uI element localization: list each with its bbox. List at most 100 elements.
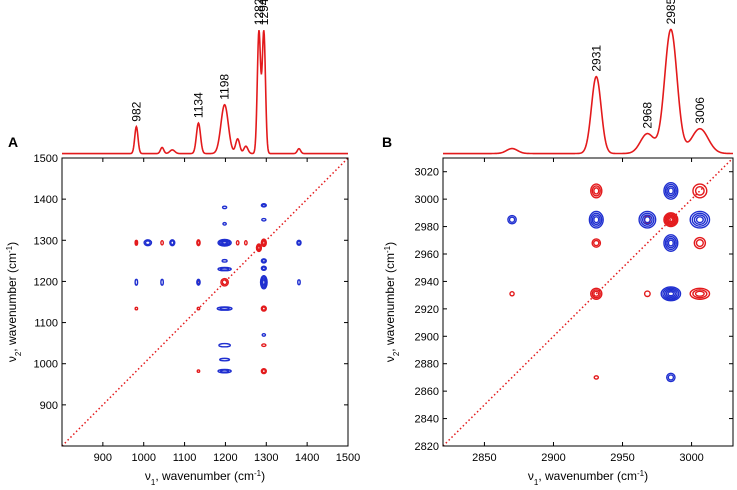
- contour-level: [667, 239, 674, 247]
- negative-cross-peak: [663, 234, 679, 252]
- axis-label-close: ): [644, 469, 648, 483]
- contour-level: [261, 266, 267, 271]
- y-tick-label: 1500: [34, 153, 58, 165]
- contour-level: [260, 276, 268, 289]
- peak-label: 982: [129, 101, 143, 121]
- contour-level: [260, 258, 267, 264]
- contour-level: [590, 212, 603, 227]
- positive-cross-peak: [220, 277, 229, 287]
- contour-level: [692, 289, 708, 299]
- negative-cross-peak: [261, 332, 267, 337]
- x-tick-label: 2950: [610, 452, 634, 464]
- contour-level: [663, 234, 679, 252]
- axis-label-sub: 1: [534, 478, 539, 487]
- positive-cross-peak: [590, 287, 603, 300]
- contour-level: [297, 240, 301, 245]
- contour-level: [259, 274, 268, 290]
- negative-cross-peak: [219, 357, 231, 362]
- positive-cross-peak: [243, 239, 248, 246]
- peak-label: 1294: [257, 0, 271, 25]
- positive-cross-peak: [591, 238, 602, 248]
- axis-label-rest: , wavenumber (cm: [538, 469, 637, 483]
- contour-level: [160, 239, 165, 246]
- y-tick-label: 900: [40, 400, 58, 412]
- contour-level: [668, 217, 674, 223]
- negative-cross-peak: [143, 239, 153, 247]
- contour-level: [689, 210, 711, 229]
- contour-level: [665, 289, 677, 298]
- axis-label-sup: -1: [5, 245, 14, 253]
- y-tick-label: 2940: [415, 276, 439, 288]
- peak-label: 2931: [589, 45, 603, 72]
- contour-level: [221, 205, 228, 210]
- y-tick-label: 2980: [415, 222, 439, 234]
- positive-cross-peak: [261, 343, 267, 348]
- diagonal-line: [443, 158, 733, 446]
- contour-level: [694, 290, 705, 297]
- negative-cross-peak: [588, 210, 604, 229]
- y-tick-label: 1100: [34, 318, 58, 330]
- contour-level: [243, 239, 248, 246]
- negative-cross-peak: [296, 239, 302, 246]
- contour-level: [196, 369, 201, 374]
- contour-level: [509, 291, 515, 297]
- negative-cross-peak: [222, 221, 227, 226]
- x-tick-label: 1200: [213, 452, 237, 464]
- contour-level: [221, 258, 228, 263]
- negative-cross-peak: [134, 278, 139, 286]
- plot-frame: [61, 157, 349, 447]
- contour-level: [169, 239, 176, 247]
- contour-level: [260, 265, 267, 272]
- axis-label-symbol: ν: [5, 356, 19, 362]
- y-axis: 900 1000 1100 1200 1300 1400 1500: [34, 153, 348, 412]
- y-tick-label: 1400: [34, 194, 58, 206]
- contour-level: [691, 212, 709, 227]
- positive-cross-peak: [260, 305, 267, 312]
- contour-level: [660, 286, 682, 302]
- contour-level: [667, 187, 674, 195]
- y-tick-label: 2920: [415, 304, 439, 316]
- contour-level: [218, 342, 232, 348]
- contour-level: [134, 278, 139, 286]
- contour-level: [260, 305, 267, 312]
- contour-level: [664, 183, 677, 199]
- negative-cross-peak: [217, 368, 232, 374]
- negative-cross-peak: [221, 205, 228, 210]
- contour-level: [666, 237, 676, 249]
- contour-level: [593, 290, 600, 297]
- contour-level: [143, 239, 153, 247]
- contour-level: [196, 240, 201, 246]
- axis-label-rest: , wavenumber (cm: [5, 253, 19, 352]
- contour-level: [643, 216, 651, 224]
- contour-level: [196, 306, 201, 311]
- contour-level: [593, 187, 600, 195]
- positive-cross-peak: [260, 367, 267, 375]
- negative-cross-peak: [217, 266, 232, 272]
- contour-level: [235, 239, 240, 246]
- contour-level: [134, 306, 139, 311]
- contour-level: [695, 216, 704, 224]
- contour-level: [640, 212, 655, 227]
- axis-label-rest: , wavenumber (cm: [155, 469, 254, 483]
- contour-level: [663, 212, 679, 228]
- contour-level: [219, 357, 231, 362]
- contour-level: [262, 240, 266, 246]
- contour-level: [643, 290, 651, 298]
- contour-level: [160, 278, 165, 286]
- contour-level: [663, 288, 678, 299]
- axis-label-sup: -1: [254, 469, 262, 478]
- axis-label-sup: -1: [637, 469, 645, 478]
- positive-cross-peak: [509, 291, 515, 297]
- contour-level: [591, 289, 601, 299]
- x-axis: 2850 2900 2950 3000: [472, 158, 704, 464]
- y-tick-label: 3000: [415, 194, 439, 206]
- negative-cross-peak: [689, 210, 711, 229]
- x-axis-label: ν1, wavenumber (cm-1): [528, 469, 648, 487]
- contour-level: [692, 183, 708, 199]
- negative-cross-peak: [638, 210, 657, 229]
- contour-level: [221, 279, 228, 286]
- positive-cross-peak: [590, 183, 603, 199]
- contour-level: [591, 214, 601, 226]
- negative-cross-peak: [666, 372, 676, 383]
